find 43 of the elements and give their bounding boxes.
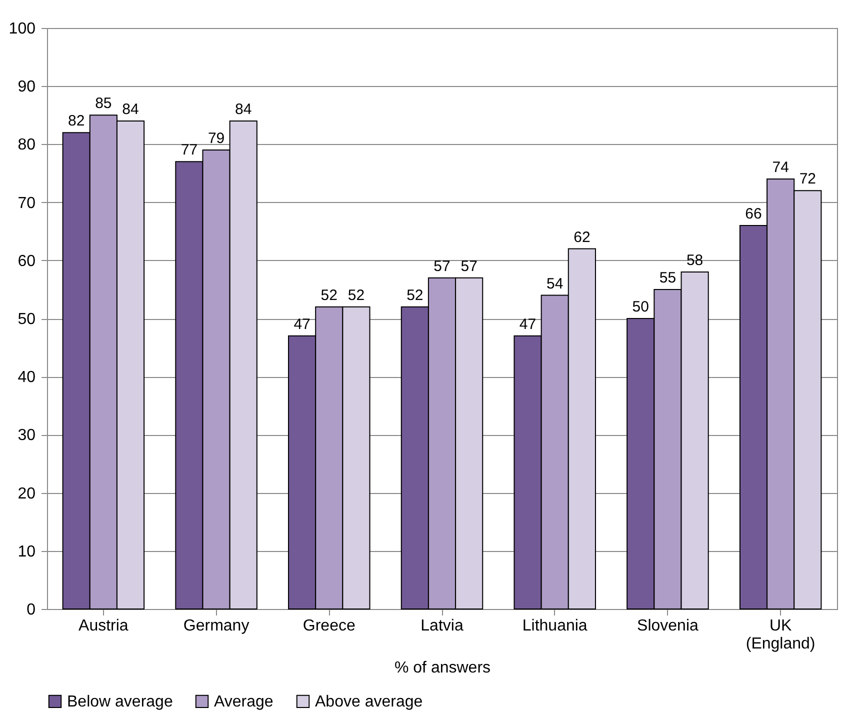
y-tick-label: 60 — [18, 252, 36, 270]
y-tick-label: 40 — [18, 369, 36, 386]
x-tick-label: Lithuania — [522, 618, 588, 634]
data-label: 58 — [686, 252, 704, 270]
data-label: 82 — [68, 112, 85, 130]
legend-label: Below average — [67, 693, 173, 710]
data-label: 74 — [772, 159, 789, 176]
y-tick-label: 90 — [18, 78, 36, 96]
data-label: 85 — [95, 95, 112, 112]
legend-label: Average — [214, 693, 274, 710]
x-tick-label: Greece — [302, 618, 356, 634]
y-tick-label: 80 — [18, 136, 36, 154]
data-label: 57 — [460, 258, 478, 275]
y-tick-label: 70 — [18, 194, 36, 212]
data-label: 57 — [434, 258, 450, 275]
data-label: 47 — [294, 316, 310, 333]
x-tick-label: Latvia — [420, 618, 464, 634]
data-label: 84 — [122, 100, 139, 118]
data-label: 52 — [406, 286, 424, 304]
data-label: 84 — [235, 100, 252, 118]
x-tick-label: Slovenia — [637, 618, 699, 634]
x-tick-label: UK (England) — [746, 618, 816, 652]
y-tick-label: 50 — [18, 311, 36, 328]
data-label: 72 — [799, 170, 816, 188]
data-label: 55 — [659, 269, 676, 286]
y-tick-label: 100 — [8, 20, 36, 38]
data-label: 54 — [546, 275, 564, 292]
y-tick-label: 20 — [18, 485, 36, 502]
data-label: 47 — [519, 316, 536, 333]
data-label: 62 — [574, 228, 590, 246]
data-label: 79 — [208, 130, 225, 148]
data-label: 52 — [320, 286, 338, 304]
y-tick-label: 0 — [26, 602, 36, 618]
y-tick-label: 10 — [18, 543, 36, 560]
x-axis-title: % of answers — [394, 660, 491, 676]
x-tick-label: Germany — [183, 618, 250, 634]
data-label: 66 — [745, 206, 762, 223]
x-tick-label: Austria — [78, 618, 128, 634]
legend-label: Above average — [315, 693, 423, 710]
data-label: 50 — [632, 298, 649, 316]
data-label: 77 — [180, 142, 198, 159]
y-tick-label: 30 — [18, 427, 36, 444]
data-label: 52 — [348, 286, 365, 304]
